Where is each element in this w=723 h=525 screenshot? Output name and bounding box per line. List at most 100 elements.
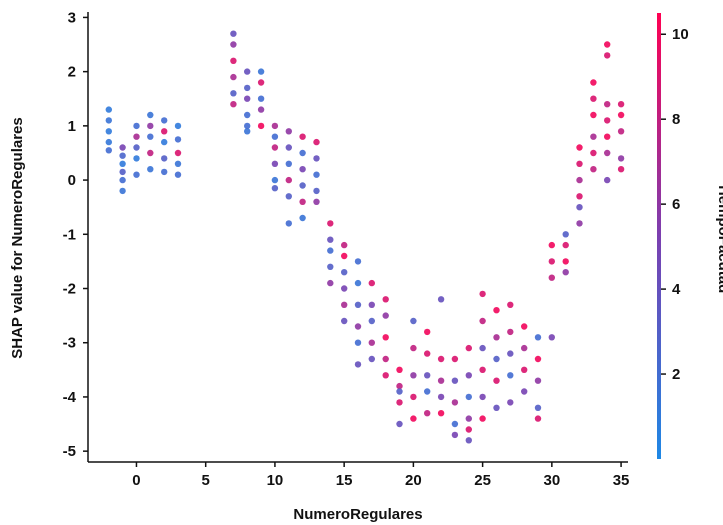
data-point <box>133 122 140 130</box>
data-point <box>548 334 555 341</box>
data-point <box>534 415 542 422</box>
data-point <box>534 404 542 411</box>
data-point <box>410 393 417 401</box>
data-point <box>133 171 140 178</box>
data-point <box>590 149 597 157</box>
data-point <box>174 171 182 178</box>
x-tick-label: 25 <box>474 472 491 489</box>
data-point <box>271 133 279 140</box>
data-point <box>576 176 583 184</box>
data-point <box>437 296 445 303</box>
data-point <box>410 415 417 422</box>
data-point <box>493 334 500 341</box>
data-point <box>230 57 237 64</box>
data-point <box>479 366 486 373</box>
data-point <box>285 144 292 151</box>
data-point <box>382 355 389 363</box>
data-point <box>534 355 542 363</box>
data-point <box>299 133 306 140</box>
data-point <box>521 344 528 352</box>
data-point <box>105 138 113 146</box>
data-point <box>576 160 583 167</box>
y-axis-ticks: 3 2 1 0 -1 -2 -3 -4 -5 <box>63 9 88 460</box>
data-point <box>313 187 320 195</box>
data-point <box>368 279 375 287</box>
data-point <box>327 220 334 227</box>
data-point <box>451 420 459 428</box>
data-point <box>576 220 583 227</box>
data-point <box>465 437 472 444</box>
data-point <box>590 111 597 119</box>
data-point <box>437 355 445 363</box>
data-point <box>479 344 486 352</box>
colorbar-tick-label: 6 <box>672 196 680 213</box>
data-point <box>410 372 417 379</box>
data-point <box>507 350 514 357</box>
data-point <box>604 52 611 59</box>
y-tick-label: 2 <box>68 64 76 81</box>
data-point <box>327 247 334 254</box>
data-point <box>299 198 306 205</box>
data-point <box>507 328 514 336</box>
data-point <box>382 296 389 303</box>
data-point <box>161 128 168 135</box>
data-point <box>424 410 431 417</box>
data-point <box>548 258 555 265</box>
data-point <box>299 166 306 173</box>
data-point <box>507 399 514 406</box>
data-point <box>479 415 486 422</box>
data-point <box>562 231 569 238</box>
x-tick-label: 15 <box>336 472 353 489</box>
data-point <box>465 415 472 422</box>
data-point <box>590 166 597 173</box>
x-tick-label: 20 <box>405 472 422 489</box>
data-point <box>119 168 126 176</box>
data-point <box>617 155 625 162</box>
data-point <box>521 323 528 330</box>
data-point <box>424 350 431 357</box>
data-point <box>230 90 237 97</box>
scatter-points <box>105 30 625 444</box>
data-point <box>424 372 431 379</box>
data-point <box>410 344 417 352</box>
data-point <box>396 420 403 428</box>
data-point <box>465 372 472 379</box>
data-point <box>230 41 237 48</box>
data-point <box>617 101 625 108</box>
data-point <box>161 155 168 162</box>
data-point <box>244 68 251 75</box>
data-point <box>493 307 500 314</box>
data-point <box>341 317 348 325</box>
data-point <box>313 138 320 146</box>
data-point <box>368 317 375 325</box>
x-tick-label: 30 <box>544 472 561 489</box>
data-point <box>354 339 362 346</box>
data-point <box>521 388 528 395</box>
data-point <box>147 122 154 130</box>
data-point <box>617 166 625 173</box>
data-point <box>507 301 514 308</box>
y-tick-label: 0 <box>68 172 76 189</box>
y-tick-label: 1 <box>68 118 76 135</box>
data-point <box>354 279 362 287</box>
x-tick-label: 0 <box>132 472 140 489</box>
data-point <box>313 171 320 178</box>
data-point <box>354 361 362 368</box>
data-point <box>604 176 611 184</box>
data-point <box>354 258 362 265</box>
data-point <box>521 366 528 373</box>
data-point <box>341 285 348 292</box>
data-point <box>465 393 472 401</box>
x-tick-label: 5 <box>202 472 210 489</box>
data-point <box>244 122 251 130</box>
data-point <box>327 236 334 243</box>
data-point <box>147 133 154 140</box>
data-point <box>105 117 113 124</box>
data-point <box>174 122 182 130</box>
data-point <box>493 404 500 411</box>
data-point <box>354 301 362 308</box>
data-point <box>271 122 279 130</box>
data-point <box>396 399 403 406</box>
data-point <box>451 399 459 406</box>
data-point <box>590 133 597 140</box>
